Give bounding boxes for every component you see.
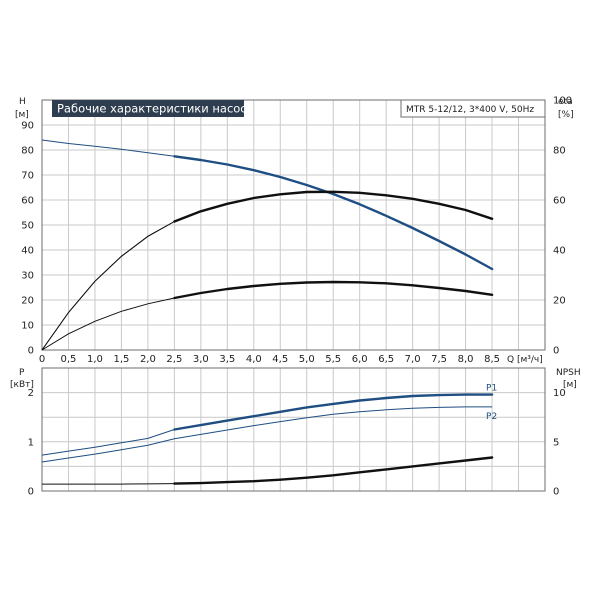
series-line-thin-0-1 [41, 221, 175, 351]
p-axis-label-unit: [кВт] [10, 380, 34, 390]
x-tick-label: 7,0 [405, 354, 421, 365]
model-label: MTR 5-12/12, 3*400 V, 50Hz [406, 105, 534, 115]
x-tick-label: 4,0 [246, 354, 262, 365]
y-left-tick-label: 20 [21, 296, 34, 307]
x-tick-label: 7,5 [431, 354, 447, 365]
series-label-P2: P2 [486, 412, 497, 422]
y-right-tick-label: 10 [553, 388, 566, 399]
y-left-tick-label: 0 [28, 346, 34, 357]
y-left-tick-label: 90 [21, 121, 34, 132]
top-plot-frame [41, 99, 546, 351]
bottom-grid [42, 368, 545, 491]
series-line-thin-1-1 [41, 406, 493, 463]
y-right-label-name: eta [558, 97, 573, 107]
x-tick-label: 6,0 [352, 354, 368, 365]
model-label-box [400, 99, 546, 118]
top-tick-labels: 0 10 20 30 40 50 60 70 80 90 0 20 40 60 80 100 0 0,5 1,0 1,… [21, 96, 572, 366]
x-tick-label: 5,5 [325, 354, 341, 365]
y-left-tick-label: 50 [21, 221, 34, 232]
chart-title-box [52, 100, 244, 117]
y-left-tick-label: 10 [21, 321, 34, 332]
x-tick-label: 4,5 [272, 354, 288, 365]
bottom-tick-labels: 0 1 2 0 5 10 [28, 388, 566, 497]
series-line-thin-1-0 [41, 429, 175, 456]
x-tick-label: 3,0 [193, 354, 209, 365]
x-tick-label: 8,5 [484, 354, 500, 365]
y-left-tick-label: 70 [21, 171, 34, 182]
y-right-tick-label: 5 [553, 437, 559, 448]
npsh-axis-label-name: NPSH [556, 368, 581, 378]
y-left-tick-label: 80 [21, 146, 34, 157]
y-left-label-name: H [19, 97, 26, 107]
x-tick-label: 2,5 [166, 354, 182, 365]
y-right-label-unit: [%] [558, 110, 574, 120]
y-right-tick-label: 60 [553, 196, 566, 207]
x-tick-label: 3,5 [219, 354, 235, 365]
top-series [41, 139, 494, 351]
y-right-tick-label: 0 [553, 487, 559, 498]
x-tick-label: 0,5 [61, 354, 77, 365]
y-left-tick-label: 0 [28, 487, 34, 498]
npsh-axis-label-unit: [м] [563, 380, 577, 390]
x-tick-label: 2,0 [140, 354, 156, 365]
y-right-tick-label: 0 [553, 346, 559, 357]
series-line-thick-0-2 [173, 280, 494, 300]
y-right-tick-label: 40 [553, 246, 566, 257]
bottom-series: P1 P2 [41, 384, 497, 485]
bottom-plot-frame [41, 367, 546, 492]
y-right-tick-label: 80 [553, 146, 566, 157]
series-label-P1: P1 [486, 384, 497, 394]
chart-title: Рабочие характеристики насоса [57, 102, 254, 116]
x-tick-label: 1,0 [87, 354, 103, 365]
series-line-thick-1-0 [173, 393, 494, 431]
y-left-tick-label: 1 [28, 437, 34, 448]
x-tick-label: 1,5 [113, 354, 129, 365]
y-left-tick-label: 40 [21, 246, 34, 257]
x-tick-label: 0 [39, 354, 45, 365]
p-axis-label-name: P [19, 368, 25, 378]
series-line-thin-0-2 [41, 297, 175, 351]
series-line-thin-1-2 [42, 483, 175, 485]
y-left-tick-label: 30 [21, 271, 34, 282]
series-line-thin-0-0 [41, 139, 175, 157]
x-tick-label: 8,0 [458, 354, 474, 365]
series-line-outline-0-1 [41, 191, 493, 351]
series-line-thick-1-2 [173, 456, 494, 485]
y-left-tick-label: 2 [28, 388, 34, 399]
y-right-tick-label: 100 [553, 96, 572, 107]
top-grid [42, 100, 545, 350]
y-left-label-unit: [м] [15, 110, 29, 120]
y-right-tick-label: 20 [553, 296, 566, 307]
x-tick-label: 5,0 [299, 354, 315, 365]
y-left-tick-label: 60 [21, 196, 34, 207]
x-axis-label: Q [м³/ч] [507, 355, 543, 365]
x-tick-label: 6,5 [378, 354, 394, 365]
series-line-thick-0-0 [173, 155, 494, 271]
